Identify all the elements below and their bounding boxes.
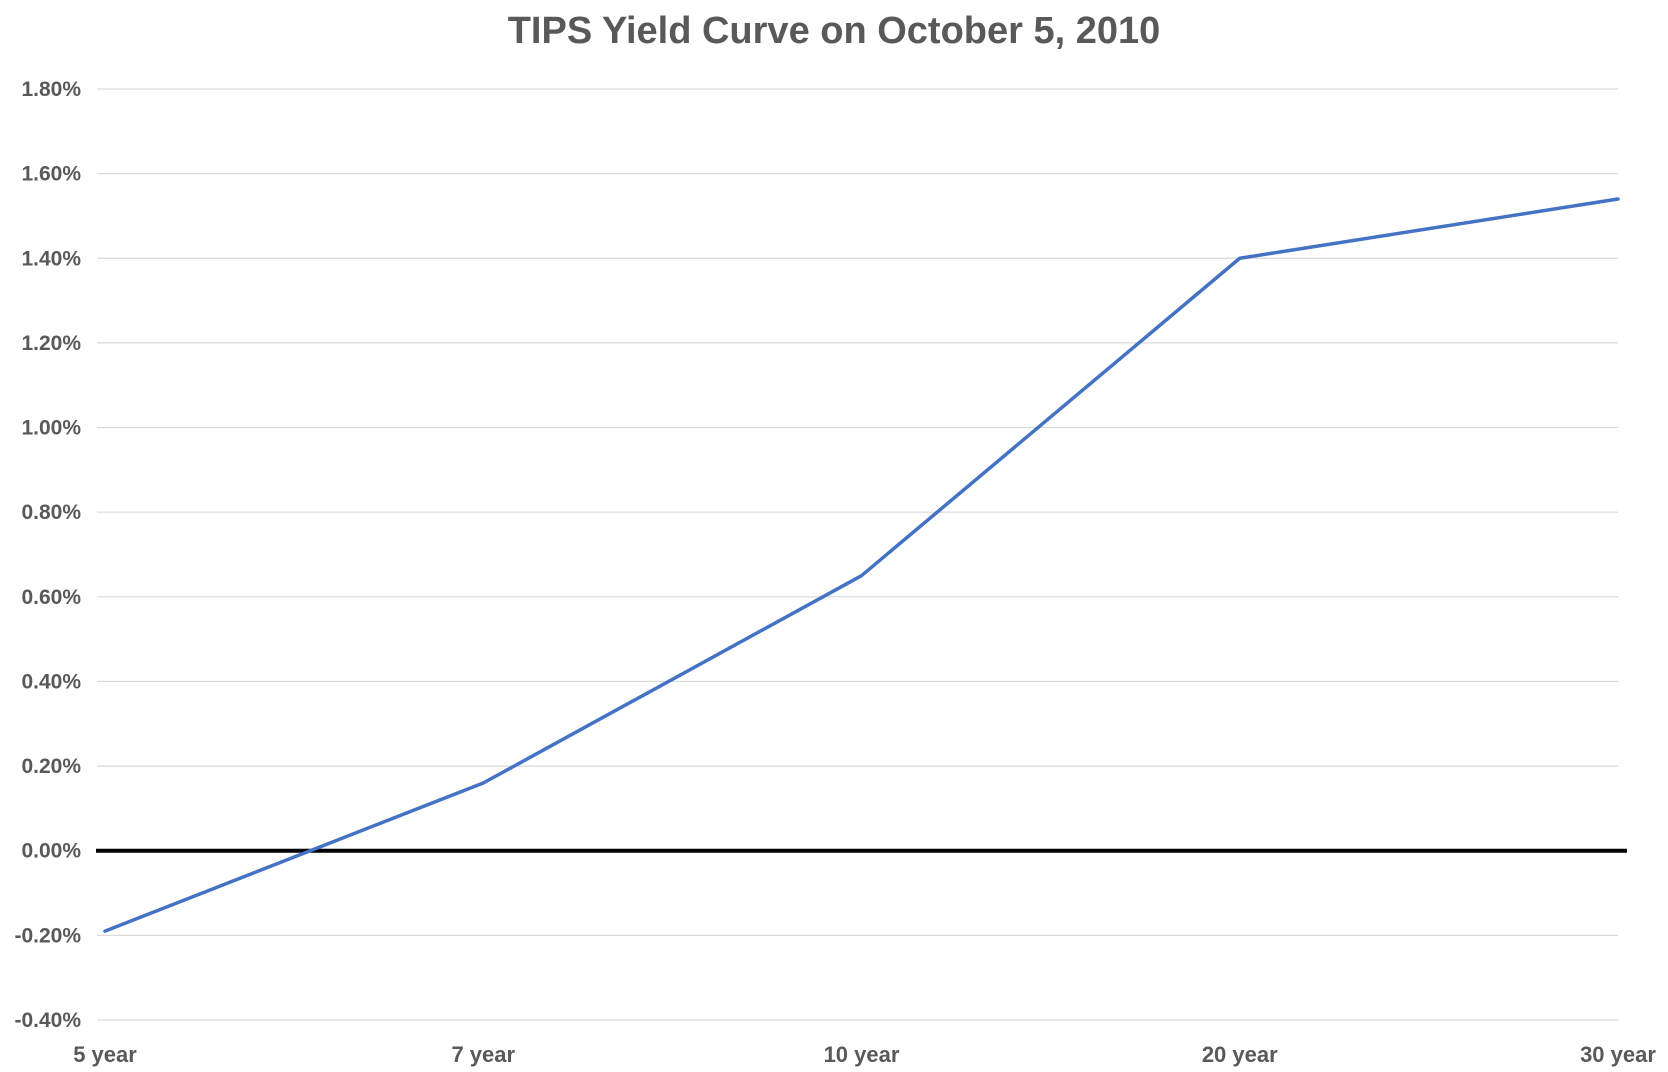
chart-title: TIPS Yield Curve on October 5, 2010 [507, 10, 1161, 52]
series-line [103, 197, 1620, 933]
x-tick-label: 20 year [1202, 1042, 1278, 1067]
gridlines [97, 88, 1618, 1021]
y-tick-label: 1.80% [21, 78, 81, 101]
y-tick-label: -0.40% [14, 1009, 81, 1032]
y-tick-label: 0.60% [21, 586, 81, 609]
y-tick-label: 0.80% [21, 501, 81, 524]
x-tick-label: 7 year [451, 1042, 515, 1067]
series-group [103, 197, 1620, 933]
data-point [1238, 256, 1242, 260]
y-tick-label: 1.00% [21, 417, 81, 440]
y-tick-label: -0.20% [14, 924, 81, 947]
y-tick-label: 1.40% [21, 247, 81, 270]
y-tick-label: 0.40% [21, 670, 81, 693]
x-tick-label: 10 year [824, 1042, 900, 1067]
data-point [103, 929, 107, 933]
x-tick-label: 30 year [1580, 1042, 1656, 1067]
y-tick-label: 0.00% [21, 840, 81, 863]
data-point [481, 781, 485, 785]
data-point [1616, 197, 1620, 201]
y-tick-label: 1.20% [21, 332, 81, 355]
data-point [860, 574, 863, 578]
y-axis-ticks: -0.40% -0.20% 0.00% 0.20% 0.40% 0.60% 0.80% 1.0… [14, 78, 81, 1032]
y-tick-label: 1.60% [21, 163, 81, 186]
y-tick-label: 0.20% [21, 755, 81, 778]
x-axis-ticks: 5 year 7 year 10 year 20 year 30 year [73, 1042, 1656, 1067]
x-tick-label: 5 year [73, 1042, 137, 1067]
